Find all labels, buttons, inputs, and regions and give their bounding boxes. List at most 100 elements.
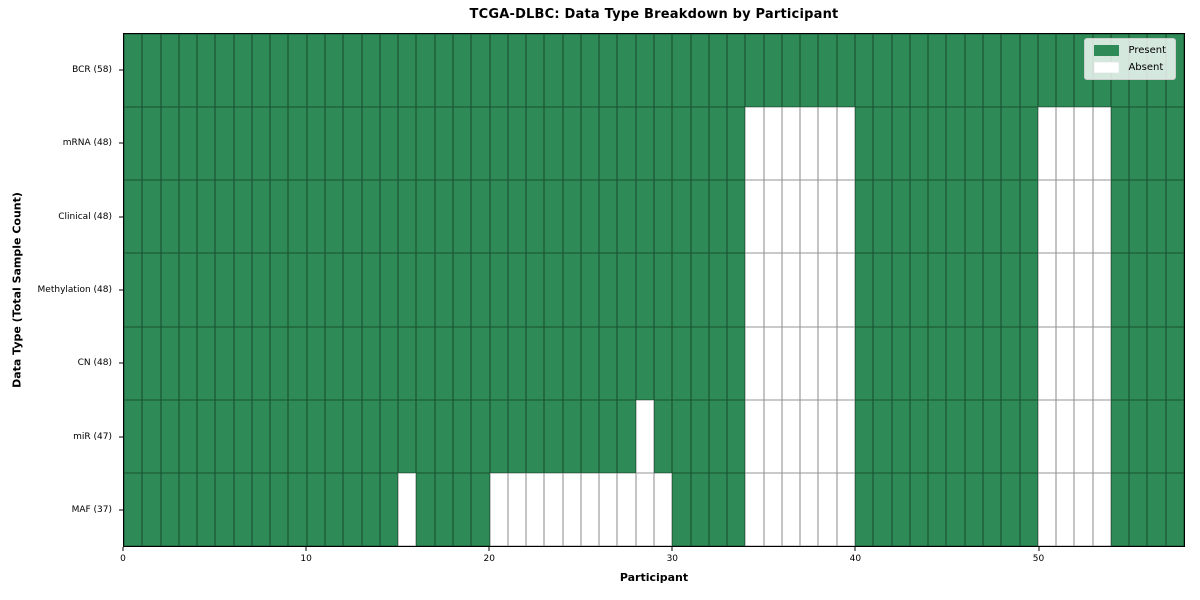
heatmap-cell (1056, 253, 1075, 327)
heatmap-cell (818, 326, 837, 400)
heatmap-cell (873, 34, 892, 108)
heatmap-cell (160, 180, 179, 254)
heatmap-cell (270, 180, 289, 254)
heatmap-cell (635, 180, 654, 254)
heatmap-cell (653, 399, 673, 473)
heatmap-cell (708, 180, 728, 254)
heatmap-cell (197, 180, 216, 254)
heatmap-cell (160, 326, 179, 400)
heatmap-cell (306, 34, 326, 108)
heatmap-cell (781, 34, 801, 108)
heatmap-cell (471, 253, 490, 327)
heatmap-cell (507, 399, 527, 473)
heatmap-cell (1037, 253, 1057, 327)
heatmap-cell (891, 180, 910, 254)
heatmap-cell (891, 399, 910, 473)
y-tick-mark (119, 362, 123, 364)
heatmap-cell (1129, 326, 1148, 400)
heatmap-cell (818, 34, 837, 108)
heatmap-cell (306, 107, 326, 181)
x-tick-label: 50 (1032, 554, 1045, 564)
heatmap-cell (727, 180, 746, 254)
heatmap-cell (818, 253, 837, 327)
heatmap-cell (781, 253, 801, 327)
heatmap-cell (288, 180, 307, 254)
heatmap-cell (489, 399, 508, 473)
heatmap-cell (964, 107, 983, 181)
heatmap-cell (855, 34, 874, 108)
heatmap-cell (361, 34, 380, 108)
heatmap-cell (982, 399, 1002, 473)
heatmap-cell (361, 326, 380, 400)
heatmap-cell (617, 253, 636, 327)
heatmap-cell (343, 34, 362, 108)
heatmap-cell (416, 180, 435, 254)
heatmap-cell (763, 34, 782, 108)
heatmap-cell (526, 472, 545, 546)
heatmap-cell (434, 399, 453, 473)
y-tick-label: Clinical (48) (58, 211, 112, 222)
heatmap-cell (690, 399, 709, 473)
heatmap-cell (1019, 180, 1038, 254)
heatmap-cell (379, 180, 399, 254)
heatmap-cell (343, 253, 362, 327)
heatmap-cell (306, 399, 326, 473)
heatmap-cell (836, 253, 856, 327)
heatmap-cell (1092, 253, 1111, 327)
heatmap-cell (1110, 180, 1130, 254)
heatmap-cell (434, 253, 453, 327)
heatmap-cell (599, 472, 618, 546)
heatmap-cell (1056, 326, 1075, 400)
heatmap-cell (325, 472, 344, 546)
heatmap-cell (233, 399, 252, 473)
heatmap-cell (781, 326, 801, 400)
heatmap-cell (361, 253, 380, 327)
y-tick-mark (119, 69, 123, 71)
heatmap-cell (251, 472, 271, 546)
heatmap-cell (672, 253, 691, 327)
heatmap-cell (1056, 180, 1075, 254)
heatmap-cell (708, 399, 728, 473)
x-tick-mark (305, 547, 307, 551)
heatmap-cell (288, 34, 307, 108)
heatmap-cell (452, 180, 472, 254)
heatmap-cell (928, 34, 947, 108)
heatmap-cell (800, 34, 819, 108)
heatmap-cell (215, 253, 234, 327)
heatmap-cell (617, 399, 636, 473)
heatmap-cell (1037, 399, 1057, 473)
heatmap-cell (909, 472, 929, 546)
heatmap-cell (1019, 472, 1038, 546)
heatmap-cell (507, 180, 527, 254)
heatmap-cell (562, 107, 581, 181)
heatmap-cell (873, 253, 892, 327)
heatmap-cell (855, 472, 874, 546)
heatmap-cell (379, 107, 399, 181)
heatmap-cell (855, 180, 874, 254)
heatmap-cell (818, 399, 837, 473)
heatmap-cell (142, 253, 161, 327)
heatmap-cell (928, 253, 947, 327)
heatmap-cell (124, 326, 143, 400)
heatmap-cell (781, 399, 801, 473)
heatmap-cell (745, 34, 764, 108)
heatmap-cell (635, 107, 654, 181)
heatmap-cell (343, 326, 362, 400)
heatmap-cell (526, 180, 545, 254)
heatmap-cell (160, 472, 179, 546)
heatmap-cell (580, 253, 600, 327)
heatmap-cell (1129, 253, 1148, 327)
x-tick-label: 20 (483, 554, 495, 564)
heatmap-cell (526, 399, 545, 473)
heatmap-cell (197, 107, 216, 181)
heatmap-cell (763, 180, 782, 254)
heatmap-cell (1074, 180, 1093, 254)
heatmap-cell (288, 253, 307, 327)
heatmap-cell (909, 107, 929, 181)
heatmap-cell (1056, 399, 1075, 473)
heatmap-cell (507, 472, 527, 546)
heatmap-cell (653, 180, 673, 254)
heatmap-cell (672, 399, 691, 473)
x-tick-mark (671, 547, 673, 551)
